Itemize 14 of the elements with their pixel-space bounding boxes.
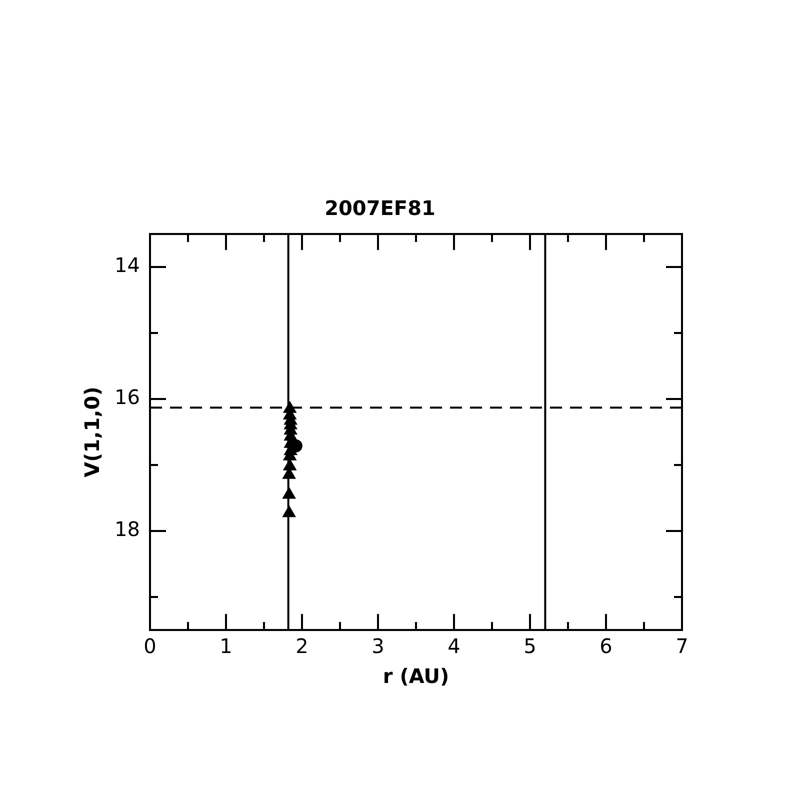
x-tick-label: 7 <box>676 634 688 658</box>
x-tick-label: 0 <box>144 634 156 658</box>
x-tick-label: 3 <box>372 634 384 658</box>
x-tick-label: 6 <box>600 634 612 658</box>
y-tick-label: 14 <box>114 253 140 278</box>
y-axis-title: V(1,1,0) <box>80 386 104 478</box>
chart-title: 2007EF81 <box>324 196 436 220</box>
y-tick-label: 16 <box>114 385 140 410</box>
x-tick-label: 2 <box>296 634 308 658</box>
x-tick-label: 1 <box>220 634 232 658</box>
x-tick-label: 5 <box>524 634 536 658</box>
x-tick-label: 4 <box>448 634 460 658</box>
x-axis-title: r (AU) <box>382 664 450 688</box>
y-tick-label: 18 <box>114 517 140 542</box>
